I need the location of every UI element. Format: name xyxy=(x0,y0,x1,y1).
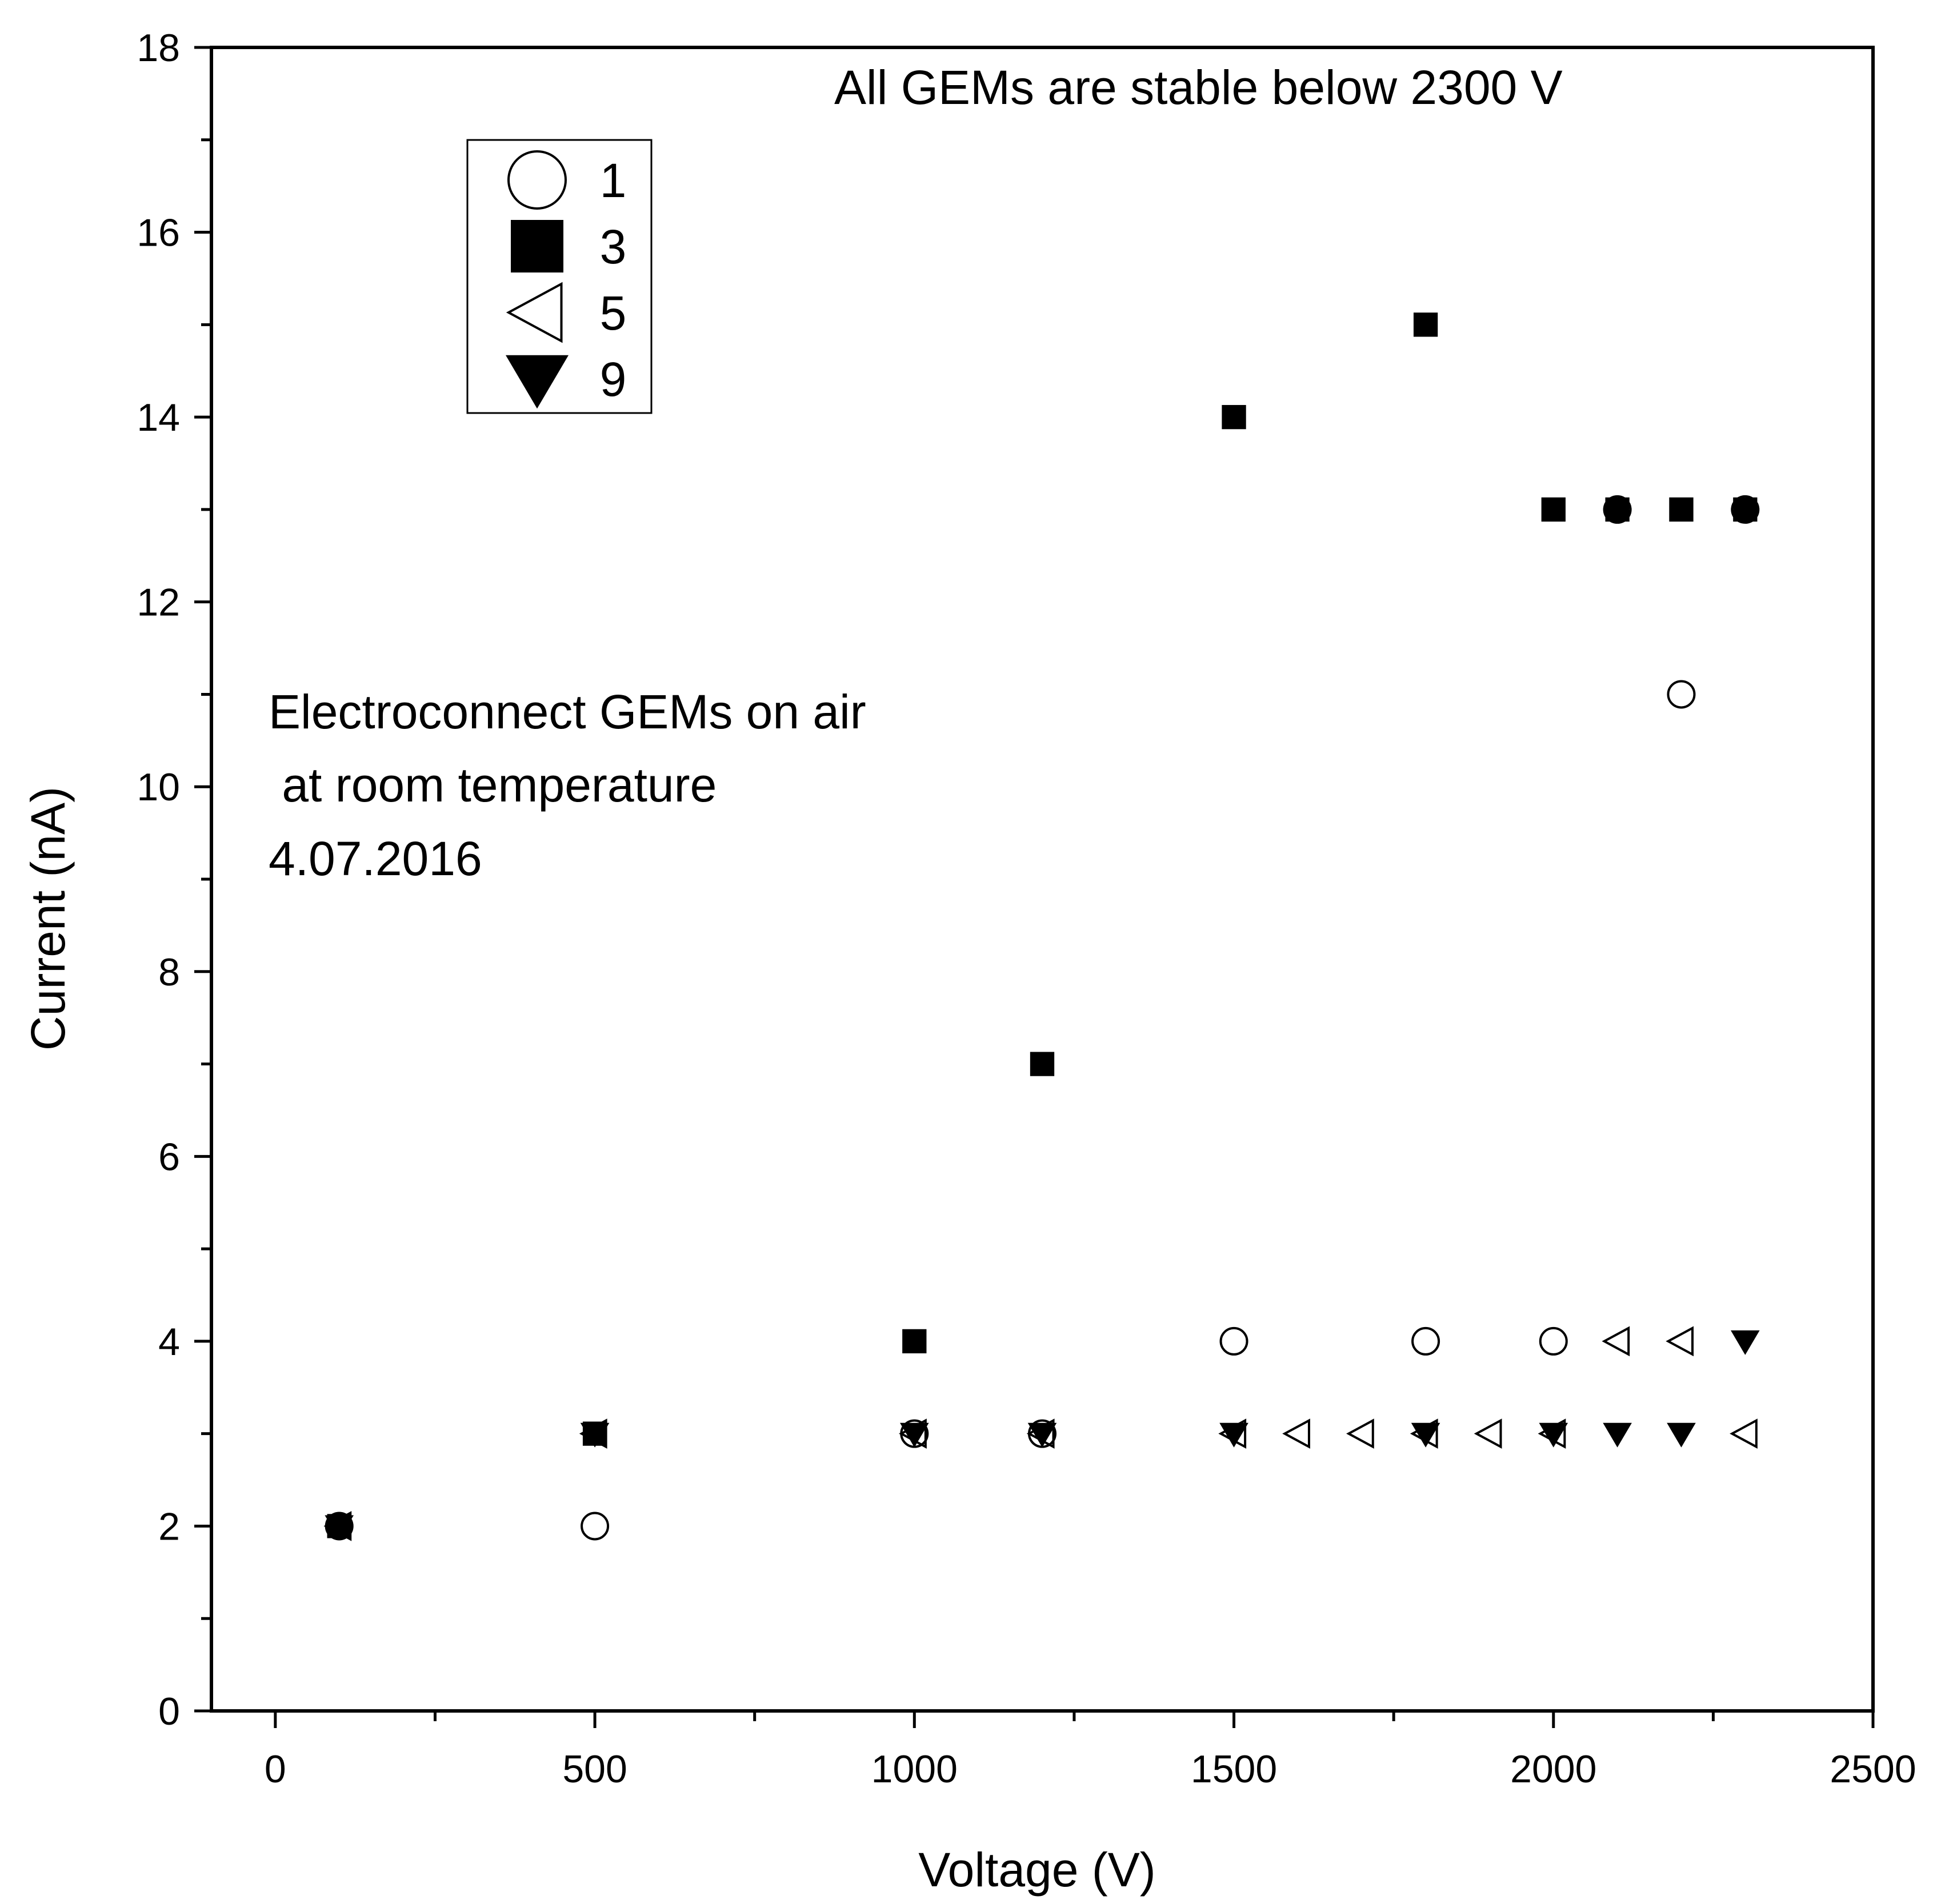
x-tick-label: 2000 xyxy=(1510,1747,1596,1791)
data-point-series-9 xyxy=(1603,1422,1632,1448)
data-point-series-1 xyxy=(1219,1326,1248,1356)
x-tick-label: 1000 xyxy=(871,1747,958,1791)
data-point-series-9 xyxy=(1731,1330,1760,1355)
data-point-series-5 xyxy=(1474,1418,1502,1449)
data-point-series-3 xyxy=(902,1329,927,1354)
y-tick-label: 10 xyxy=(137,765,180,809)
data-point-series-3 xyxy=(1222,404,1246,430)
y-tick-label: 16 xyxy=(137,211,180,255)
data-point-series-1 xyxy=(581,1512,610,1541)
legend-marker-series-9 xyxy=(506,355,569,409)
data-point-series-1 xyxy=(1411,1326,1440,1356)
x-tick-label: 500 xyxy=(562,1747,627,1791)
y-tick-label: 6 xyxy=(158,1135,180,1179)
data-point-series-5 xyxy=(1602,1326,1630,1357)
x-axis-label: Voltage (V) xyxy=(918,1843,1156,1897)
legend-label-series-3: 3 xyxy=(600,220,627,274)
conditions-annotation-line-2: at room temperature xyxy=(269,758,717,812)
data-point-series-9 xyxy=(1219,1422,1248,1448)
axes-layer: 0 500 1000 1500 2000 2500 0 2 4 6 8 10 12 14 16 18 xyxy=(137,26,1916,1791)
stability-annotation: All GEMs are stable below 2300 V xyxy=(834,61,1563,114)
data-point-series-5 xyxy=(1666,1326,1694,1357)
data-point-series-3 xyxy=(1669,497,1694,522)
legend-marker-series-3 xyxy=(511,220,563,272)
data-point-series-3 xyxy=(1541,497,1566,522)
y-axis-label: Current (nA) xyxy=(21,787,75,1051)
data-point-series-3 xyxy=(1733,497,1758,522)
y-tick-label: 2 xyxy=(158,1505,180,1548)
x-tick-label: 2500 xyxy=(1830,1747,1916,1791)
legend: 1 3 5 9 xyxy=(466,139,653,414)
conditions-annotation-line-3: 4.07.2016 xyxy=(269,832,482,885)
series-3 xyxy=(327,312,1758,1538)
data-point-series-5 xyxy=(1282,1418,1310,1449)
legend-label-series-1: 1 xyxy=(600,154,627,207)
data-point-series-5 xyxy=(1730,1418,1758,1449)
data-point-series-9 xyxy=(1027,1422,1057,1448)
data-point-series-9 xyxy=(1667,1422,1696,1448)
data-point-series-1 xyxy=(1539,1326,1568,1356)
y-tick-label: 12 xyxy=(137,581,180,624)
legend-label-series-5: 5 xyxy=(600,286,627,340)
data-point-series-9 xyxy=(1411,1422,1440,1448)
y-tick-label: 18 xyxy=(137,26,180,70)
data-point-series-3 xyxy=(1030,1052,1055,1076)
marks-layer xyxy=(323,312,1760,1541)
data-point-series-5 xyxy=(1346,1418,1374,1449)
data-point-series-9 xyxy=(900,1422,929,1448)
y-tick-label: 8 xyxy=(158,951,180,994)
legend-marker-series-1 xyxy=(507,150,567,210)
data-point-series-9 xyxy=(325,1515,354,1540)
y-tick-label: 4 xyxy=(158,1320,180,1364)
y-tick-label: 0 xyxy=(158,1690,180,1733)
annotations: All GEMs are stable below 2300 V Electro… xyxy=(269,61,1563,885)
legend-label-series-9: 9 xyxy=(600,352,627,406)
conditions-annotation-line-1: Electroconnect GEMs on air xyxy=(269,685,866,739)
data-point-series-3 xyxy=(1413,312,1438,337)
y-tick-label: 14 xyxy=(137,396,180,439)
data-point-series-3 xyxy=(1605,497,1630,522)
data-point-series-1 xyxy=(1667,680,1696,709)
data-point-series-9 xyxy=(1539,1422,1568,1448)
series-9 xyxy=(325,1330,1760,1540)
legend-marker-series-5 xyxy=(506,282,563,343)
x-tick-label: 1500 xyxy=(1191,1747,1277,1791)
x-tick-label: 0 xyxy=(265,1747,286,1791)
data-point-series-9 xyxy=(580,1422,610,1448)
